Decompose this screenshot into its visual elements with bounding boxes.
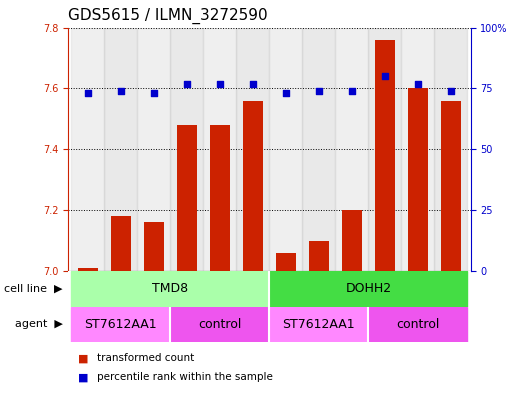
Bar — [71, 307, 170, 342]
Bar — [111, 217, 131, 271]
Bar — [144, 222, 164, 271]
Point — [348, 88, 356, 94]
Text: percentile rank within the sample: percentile rank within the sample — [97, 372, 272, 382]
Point — [150, 90, 158, 96]
Point — [117, 88, 125, 94]
Point — [381, 73, 389, 79]
Bar — [401, 28, 435, 271]
Point — [248, 81, 257, 87]
Bar — [170, 307, 269, 342]
Text: ■: ■ — [78, 372, 89, 382]
Bar — [203, 28, 236, 271]
Text: TMD8: TMD8 — [152, 282, 188, 296]
Text: GDS5615 / ILMN_3272590: GDS5615 / ILMN_3272590 — [68, 7, 268, 24]
Bar — [104, 28, 138, 271]
Text: transformed count: transformed count — [97, 353, 194, 364]
Bar — [71, 271, 269, 307]
Bar — [138, 28, 170, 271]
Bar — [302, 28, 335, 271]
Point — [414, 81, 422, 87]
Bar — [342, 210, 362, 271]
Point — [315, 88, 323, 94]
Bar — [375, 40, 395, 271]
Bar — [236, 28, 269, 271]
Bar — [309, 241, 329, 271]
Point — [215, 81, 224, 87]
Text: agent  ▶: agent ▶ — [15, 319, 63, 329]
Text: control: control — [198, 318, 242, 331]
Bar — [243, 101, 263, 271]
Bar — [170, 28, 203, 271]
Bar — [335, 28, 368, 271]
Text: ST7612AA1: ST7612AA1 — [282, 318, 355, 331]
Bar — [78, 268, 98, 271]
Bar — [276, 253, 295, 271]
Bar — [368, 28, 401, 271]
Point — [447, 88, 455, 94]
Bar — [269, 307, 368, 342]
Bar — [269, 271, 468, 307]
Bar — [177, 125, 197, 271]
Bar — [441, 101, 461, 271]
Text: ■: ■ — [78, 353, 89, 364]
Point — [282, 90, 290, 96]
Text: ST7612AA1: ST7612AA1 — [85, 318, 157, 331]
Text: DOHH2: DOHH2 — [345, 282, 391, 296]
Text: cell line  ▶: cell line ▶ — [4, 284, 63, 294]
Bar — [71, 28, 104, 271]
Bar — [368, 307, 468, 342]
Bar — [408, 88, 428, 271]
Text: control: control — [396, 318, 439, 331]
Point — [84, 90, 92, 96]
Bar — [435, 28, 468, 271]
Bar — [210, 125, 230, 271]
Point — [183, 81, 191, 87]
Bar — [269, 28, 302, 271]
